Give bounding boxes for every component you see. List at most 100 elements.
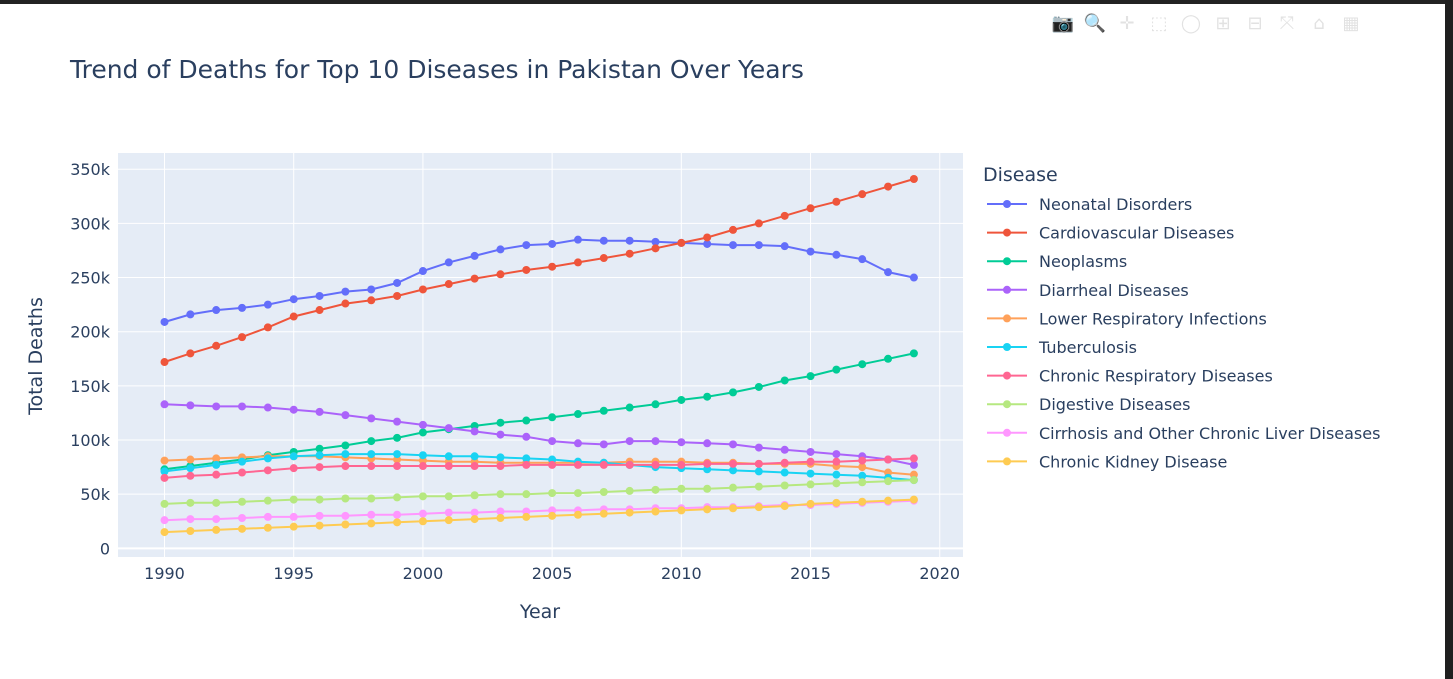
data-point[interactable] [315, 291, 324, 300]
data-point[interactable] [625, 486, 634, 495]
data-point[interactable] [677, 395, 686, 404]
zoom-out-icon[interactable]: ⊟ [1247, 12, 1263, 34]
data-point[interactable] [677, 438, 686, 447]
data-point[interactable] [806, 480, 815, 489]
data-point[interactable] [884, 455, 893, 464]
data-point[interactable] [393, 433, 402, 442]
data-point[interactable] [186, 498, 195, 507]
data-point[interactable] [315, 444, 324, 453]
data-point[interactable] [367, 519, 376, 528]
data-point[interactable] [548, 511, 557, 520]
data-point[interactable] [289, 522, 298, 531]
data-point[interactable] [754, 219, 763, 228]
data-point[interactable] [548, 489, 557, 498]
data-point[interactable] [367, 285, 376, 294]
data-point[interactable] [677, 238, 686, 247]
data-point[interactable] [884, 182, 893, 191]
data-point[interactable] [393, 291, 402, 300]
data-point[interactable] [418, 285, 427, 294]
data-point[interactable] [754, 467, 763, 476]
data-point[interactable] [599, 236, 608, 245]
data-point[interactable] [444, 516, 453, 525]
data-point[interactable] [806, 204, 815, 213]
data-point[interactable] [909, 454, 918, 463]
data-point[interactable] [858, 471, 867, 480]
data-point[interactable] [315, 451, 324, 460]
data-point[interactable] [651, 485, 660, 494]
data-point[interactable] [367, 437, 376, 446]
data-point[interactable] [341, 287, 350, 296]
data-point[interactable] [186, 515, 195, 524]
data-point[interactable] [599, 440, 608, 449]
zoom-in-icon[interactable]: ⊞ [1215, 12, 1231, 34]
data-point[interactable] [858, 255, 867, 264]
data-point[interactable] [496, 453, 505, 462]
data-point[interactable] [496, 514, 505, 523]
data-point[interactable] [573, 460, 582, 469]
data-point[interactable] [703, 233, 712, 242]
data-point[interactable] [806, 247, 815, 256]
data-point[interactable] [367, 450, 376, 459]
data-point[interactable] [263, 323, 272, 332]
data-point[interactable] [186, 455, 195, 464]
data-point[interactable] [186, 310, 195, 319]
data-point[interactable] [367, 510, 376, 519]
data-point[interactable] [418, 492, 427, 501]
data-point[interactable] [806, 447, 815, 456]
data-point[interactable] [522, 265, 531, 274]
data-point[interactable] [212, 470, 221, 479]
data-point[interactable] [780, 242, 789, 251]
data-point[interactable] [677, 460, 686, 469]
data-point[interactable] [858, 456, 867, 465]
data-point[interactable] [263, 403, 272, 412]
data-point[interactable] [522, 416, 531, 425]
data-point[interactable] [289, 495, 298, 504]
data-point[interactable] [625, 249, 634, 258]
data-point[interactable] [393, 278, 402, 287]
zoom-icon[interactable]: 🔍 [1083, 12, 1107, 34]
data-point[interactable] [212, 341, 221, 350]
data-point[interactable] [806, 372, 815, 381]
data-point[interactable] [832, 470, 841, 479]
data-point[interactable] [729, 504, 738, 513]
data-point[interactable] [315, 495, 324, 504]
data-point[interactable] [186, 401, 195, 410]
data-point[interactable] [289, 295, 298, 304]
data-point[interactable] [754, 503, 763, 512]
data-point[interactable] [729, 459, 738, 468]
data-point[interactable] [703, 392, 712, 401]
data-point[interactable] [832, 250, 841, 259]
data-point[interactable] [238, 333, 247, 342]
data-point[interactable] [651, 400, 660, 409]
data-point[interactable] [729, 388, 738, 397]
data-point[interactable] [599, 460, 608, 469]
legend-item[interactable]: Tuberculosis [987, 338, 1137, 357]
data-point[interactable] [780, 211, 789, 220]
data-point[interactable] [754, 459, 763, 468]
data-point[interactable] [238, 402, 247, 411]
data-point[interactable] [160, 473, 169, 482]
data-point[interactable] [573, 410, 582, 419]
data-point[interactable] [573, 439, 582, 448]
data-point[interactable] [832, 479, 841, 488]
legend-item[interactable]: Chronic Respiratory Diseases [987, 367, 1273, 386]
data-point[interactable] [573, 489, 582, 498]
data-point[interactable] [341, 441, 350, 450]
data-point[interactable] [341, 299, 350, 308]
data-point[interactable] [393, 493, 402, 502]
data-point[interactable] [212, 460, 221, 469]
data-point[interactable] [496, 430, 505, 439]
data-point[interactable] [909, 273, 918, 282]
data-point[interactable] [470, 491, 479, 500]
data-point[interactable] [806, 457, 815, 466]
data-point[interactable] [263, 466, 272, 475]
data-point[interactable] [470, 515, 479, 524]
data-point[interactable] [729, 466, 738, 475]
data-point[interactable] [341, 511, 350, 520]
data-point[interactable] [289, 464, 298, 473]
data-point[interactable] [160, 456, 169, 465]
data-point[interactable] [160, 400, 169, 409]
data-point[interactable] [367, 462, 376, 471]
data-point[interactable] [858, 360, 867, 369]
data-point[interactable] [548, 239, 557, 248]
